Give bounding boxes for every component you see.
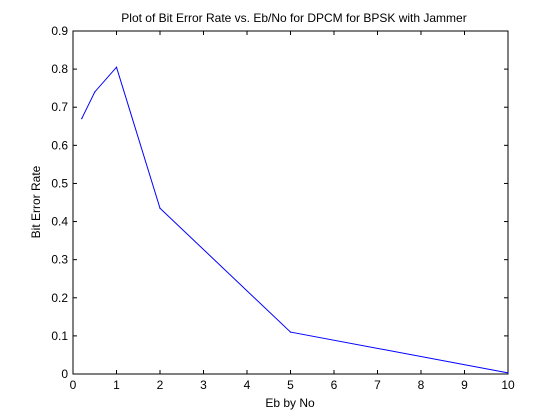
x-tick-label: 10 (501, 378, 515, 392)
x-tick-label: 8 (418, 378, 425, 392)
y-tick-label: 0.2 (51, 291, 68, 305)
plot-area (72, 30, 509, 375)
y-tick-label: 0.9 (51, 24, 68, 38)
x-tick-label: 0 (70, 378, 77, 392)
data-point (507, 372, 509, 374)
x-tick-label: 7 (374, 378, 381, 392)
y-axis-ticks: 0 0.1 0.2 0.3 0.4 0.5 0.6 0.7 0.8 0.9 (51, 24, 508, 381)
x-axis-label: Eb by No (265, 396, 315, 410)
x-tick-label: 6 (331, 378, 338, 392)
x-tick-label: 9 (461, 378, 468, 392)
series-layer (81, 66, 509, 374)
data-point (115, 66, 118, 68)
y-tick-label: 0.3 (51, 253, 68, 267)
y-tick-label: 0 (61, 367, 68, 381)
data-point (81, 118, 83, 120)
chart-title: Plot of Bit Error Rate vs. Eb/No for DPC… (121, 11, 466, 25)
y-tick-label: 0.1 (51, 329, 68, 343)
y-tick-label: 0.8 (51, 62, 68, 76)
x-tick-label: 3 (200, 378, 207, 392)
x-tick-label: 2 (157, 378, 164, 392)
y-tick-label: 0.4 (51, 215, 68, 229)
data-point (94, 91, 96, 93)
y-tick-label: 0.7 (51, 100, 68, 114)
y-tick-label: 0.6 (51, 138, 68, 152)
series-line (81, 66, 509, 374)
x-tick-label: 5 (287, 378, 294, 392)
data-point (159, 207, 161, 209)
y-axis-label: Bit Error Rate (29, 165, 43, 238)
data-point (289, 331, 292, 333)
x-tick-label: 4 (244, 378, 251, 392)
y-tick-label: 0.5 (51, 176, 68, 190)
x-tick-label: 1 (113, 378, 120, 392)
x-axis-ticks: 0 1 2 3 4 5 6 7 8 9 10 (70, 31, 515, 392)
